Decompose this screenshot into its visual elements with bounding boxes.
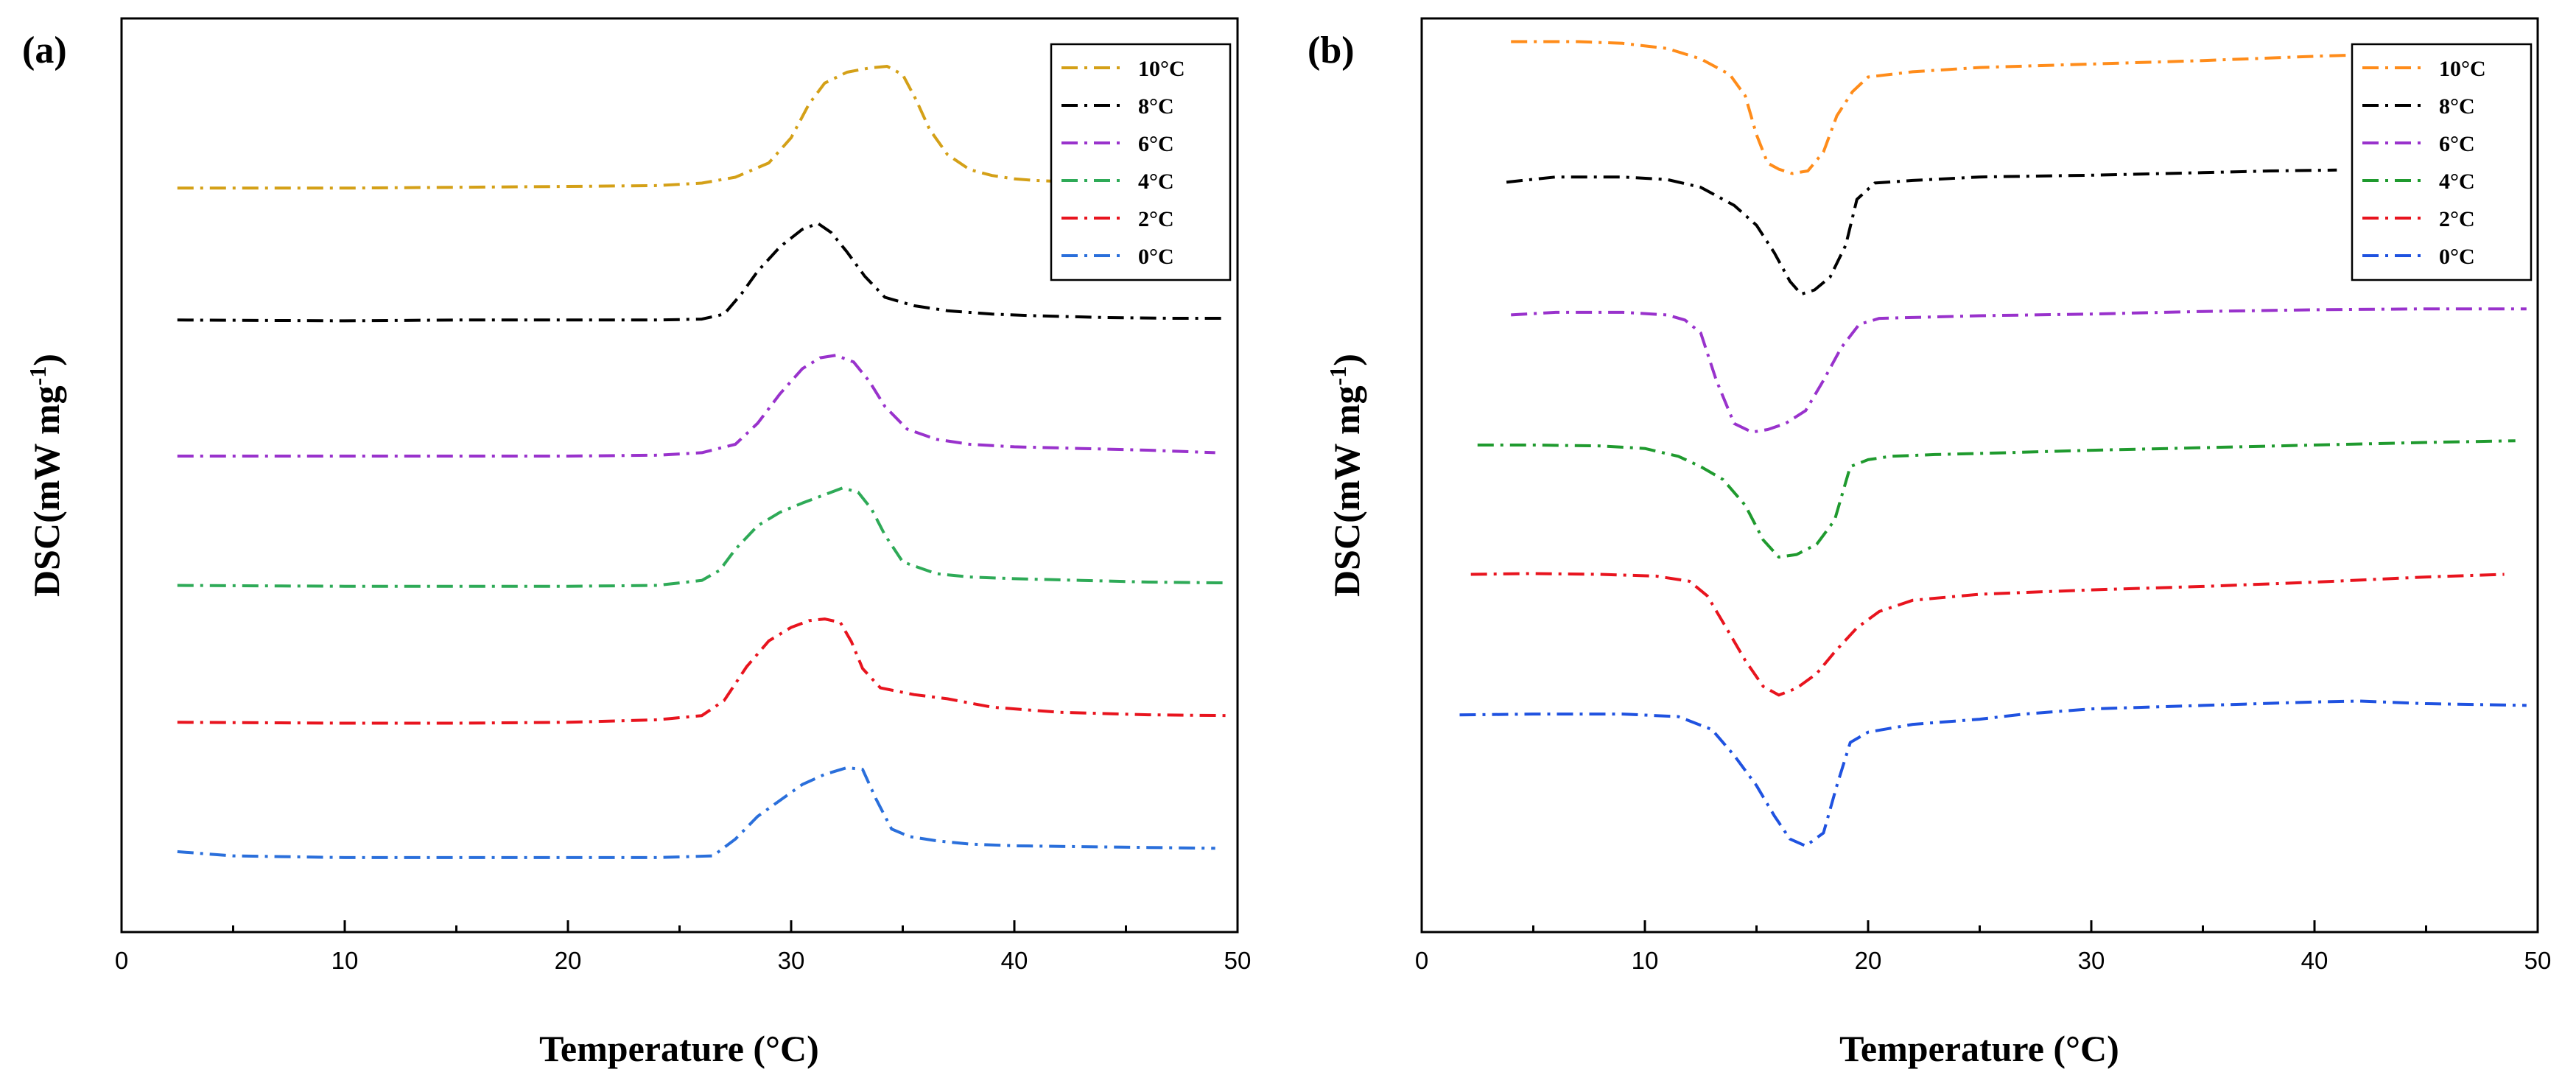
panel-b-y-axis-title-sup: -1 — [1324, 366, 1351, 386]
panel-a-x-tick-label: 10 — [331, 947, 359, 974]
panel-a-legend-label: 4°C — [1138, 169, 1174, 194]
panel-a-y-axis-title-suffix: ) — [26, 354, 67, 366]
panel-b: (b) 0 10 20 30 40 50 10°C 8°C 6°C 4°C 2°C 0°C Temp… — [1308, 17, 2552, 1069]
panel-b-legend: 10°C 8°C 6°C 4°C 2°C 0°C — [2351, 43, 2533, 281]
panel-b-y-axis-title: DSC(mW mg-1) — [1324, 354, 1367, 597]
panel-b-series-group — [1459, 40, 2527, 848]
panel-a-series-line-10c — [177, 65, 1059, 190]
panel-b-x-tick-label: 10 — [1632, 947, 1659, 974]
panel-a-x-ticks: 0 10 20 30 40 50 — [115, 920, 1252, 974]
panel-b-series-line-8c — [1506, 168, 2337, 296]
panel-b-series-line-4c — [1477, 439, 2516, 559]
panel-a-x-tick-label: 30 — [778, 947, 805, 974]
panel-a-x-tick-label: 40 — [1001, 947, 1028, 974]
panel-b-y-axis-title-suffix: ) — [1326, 354, 1367, 366]
panel-b-legend-label: 8°C — [2439, 94, 2475, 119]
panel-b-x-tick-label: 40 — [2301, 947, 2328, 974]
panel-b-series-line-2c — [1470, 572, 2505, 697]
panel-a-legend-label: 0°C — [1138, 245, 1174, 269]
panel-a-x-axis-title: Temperature (°C) — [539, 1028, 819, 1069]
panel-a-series-line-2c — [177, 617, 1226, 725]
panel-b-x-tick-label: 20 — [1855, 947, 1882, 974]
panel-b-legend-label: 4°C — [2439, 169, 2475, 194]
panel-b-legend-label: 10°C — [2439, 57, 2486, 81]
panel-a-legend: 10°C 8°C 6°C 4°C 2°C 0°C — [1050, 43, 1232, 281]
panel-a-y-axis-title-sup: -1 — [24, 366, 51, 386]
panel-a-legend-label: 8°C — [1138, 94, 1174, 119]
panel-b-legend-label: 2°C — [2439, 207, 2475, 231]
panel-b-legend-label: 6°C — [2439, 132, 2475, 156]
panel-b-label: (b) — [1308, 29, 1355, 71]
panel-a-y-axis-title-main: DSC(mW mg — [26, 385, 67, 597]
panel-a-x-tick-label: 0 — [115, 947, 128, 974]
panel-b-x-tick-label: 30 — [2078, 947, 2105, 974]
panel-a-x-tick-label: 20 — [555, 947, 582, 974]
panel-a-series-group — [177, 65, 1226, 859]
panel-a-legend-label: 2°C — [1138, 207, 1174, 231]
panel-b-y-axis-title-main: DSC(mW mg — [1326, 385, 1367, 597]
panel-a-legend-label: 6°C — [1138, 132, 1174, 156]
panel-a-series-line-0c — [177, 766, 1215, 859]
panel-a: (a) 0 10 20 30 40 50 10°C 8°C 6°C 4°C 2°C 0°C Temp… — [22, 17, 1252, 1069]
panel-b-legend-label: 0°C — [2439, 245, 2475, 269]
panel-b-x-axis-title: Temperature (°C) — [1839, 1028, 2119, 1069]
panel-b-x-tick-label: 50 — [2524, 947, 2552, 974]
panel-a-label: (a) — [22, 29, 67, 71]
panel-a-series-line-4c — [177, 486, 1226, 588]
panel-b-series-line-0c — [1459, 699, 2527, 848]
panel-b-x-tick-label: 0 — [1415, 947, 1428, 974]
panel-b-legend-box — [2351, 43, 2533, 281]
panel-b-series-line-10c — [1511, 40, 2516, 175]
panel-a-series-line-6c — [177, 354, 1215, 458]
panel-a-x-tick-label: 50 — [1224, 947, 1252, 974]
panel-b-x-ticks: 0 10 20 30 40 50 — [1415, 920, 2552, 974]
panel-b-series-line-6c — [1511, 307, 2527, 434]
panel-a-y-axis-title: DSC(mW mg-1) — [24, 354, 67, 597]
panel-a-legend-box — [1050, 43, 1232, 281]
panel-a-legend-label: 10°C — [1138, 57, 1185, 81]
